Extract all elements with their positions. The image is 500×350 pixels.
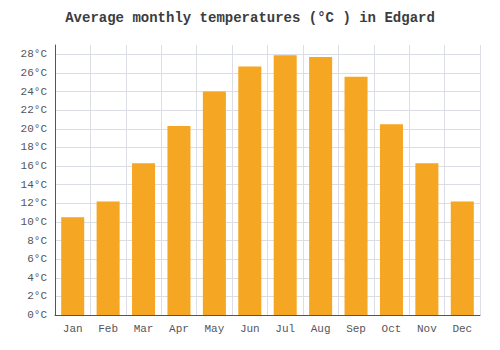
svg-text:8°C: 8°C <box>27 235 47 247</box>
svg-text:Sep: Sep <box>346 323 366 335</box>
svg-text:0°C: 0°C <box>27 309 47 321</box>
svg-text:24°C: 24°C <box>21 86 48 98</box>
svg-text:Nov: Nov <box>417 323 437 335</box>
svg-text:Oct: Oct <box>382 323 402 335</box>
svg-text:Apr: Apr <box>169 323 189 335</box>
svg-text:Jul: Jul <box>275 323 295 335</box>
svg-text:Dec: Dec <box>452 323 472 335</box>
svg-text:26°C: 26°C <box>21 67 48 79</box>
svg-text:14°C: 14°C <box>21 179 48 191</box>
svg-text:Feb: Feb <box>98 323 118 335</box>
svg-text:4°C: 4°C <box>27 272 47 284</box>
svg-text:12°C: 12°C <box>21 197 48 209</box>
svg-text:Mar: Mar <box>134 323 154 335</box>
svg-text:16°C: 16°C <box>21 160 48 172</box>
svg-text:20°C: 20°C <box>21 123 48 135</box>
svg-text:May: May <box>204 323 224 335</box>
svg-text:Average monthly temperatures (: Average monthly temperatures (°C ) in Ed… <box>65 10 435 26</box>
svg-text:28°C: 28°C <box>21 48 48 60</box>
svg-text:Jan: Jan <box>63 323 83 335</box>
svg-text:22°C: 22°C <box>21 104 48 116</box>
svg-text:6°C: 6°C <box>27 253 47 265</box>
svg-text:Aug: Aug <box>311 323 331 335</box>
svg-text:10°C: 10°C <box>21 216 48 228</box>
svg-text:Jun: Jun <box>240 323 260 335</box>
svg-text:2°C: 2°C <box>27 290 47 302</box>
svg-text:18°C: 18°C <box>21 141 48 153</box>
